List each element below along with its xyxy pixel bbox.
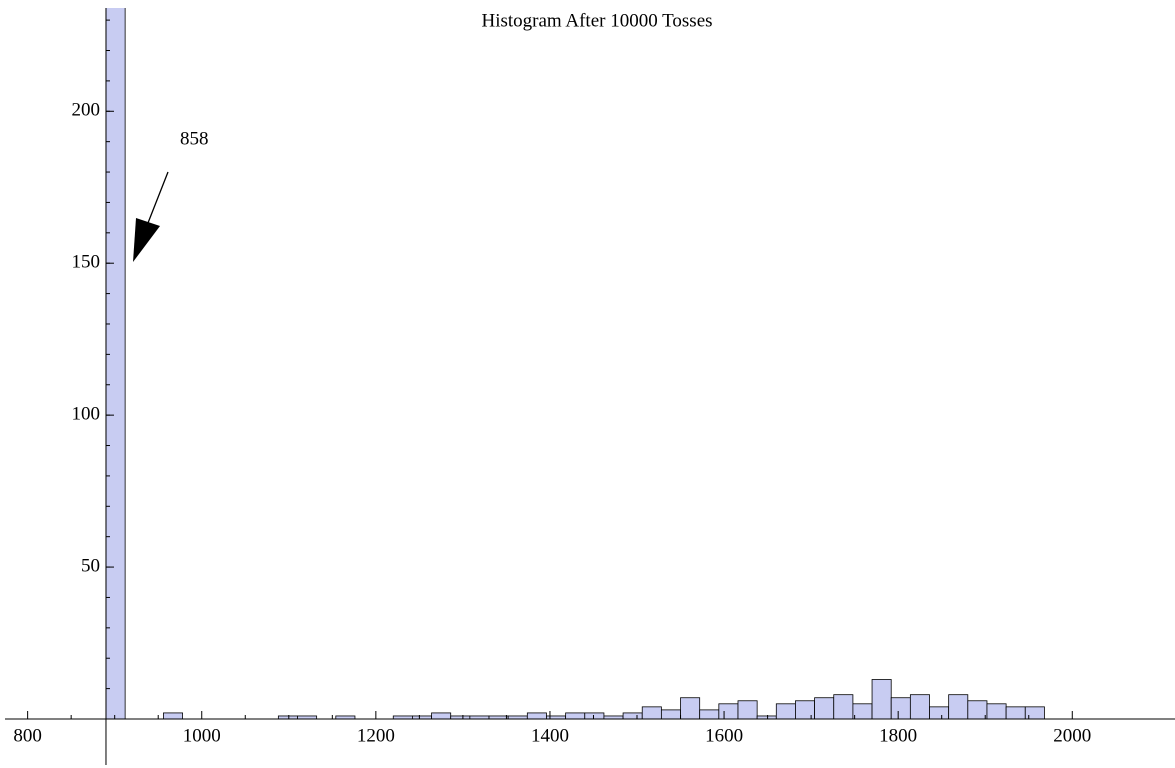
bar [967,700,988,720]
y-tick-label: 50 [81,555,100,576]
x-tick-label: 800 [13,725,42,746]
bar [584,712,605,720]
bar [660,709,681,720]
bar [641,706,662,720]
bar [1005,706,1026,720]
y-tick-label: 150 [71,252,100,273]
bar [775,703,796,720]
bar [163,712,183,720]
annotation: 858 [180,128,209,149]
bar [909,694,930,720]
bar [795,700,815,720]
bar [699,709,720,720]
bar [431,712,452,720]
x-tick-label: 1800 [879,725,917,746]
bar [737,700,758,720]
bar [871,679,892,720]
x-tick-label: 1400 [531,725,569,746]
bar [1024,706,1045,720]
bar [814,697,835,720]
bars [105,8,1045,720]
y-tick-label: 200 [71,100,100,121]
bar [718,703,739,720]
arrow-shaft [145,171,169,229]
bar [622,712,643,720]
x-tick-label: 1600 [705,725,743,746]
bar [105,8,126,720]
x-tick-label: 2000 [1053,725,1091,746]
bar [565,712,586,720]
bar [852,703,873,720]
bar [890,697,911,720]
bar [986,703,1007,720]
bar [948,694,969,720]
bar [929,706,950,720]
bar [680,697,701,720]
y-tick-label: 100 [71,403,100,424]
chart-title: Histogram After 10000 Tosses [481,10,712,31]
arrow-head [133,218,160,262]
x-tick-label: 1000 [183,725,221,746]
x-tick-label: 1200 [357,725,395,746]
bar [833,694,854,720]
bar [526,712,547,720]
